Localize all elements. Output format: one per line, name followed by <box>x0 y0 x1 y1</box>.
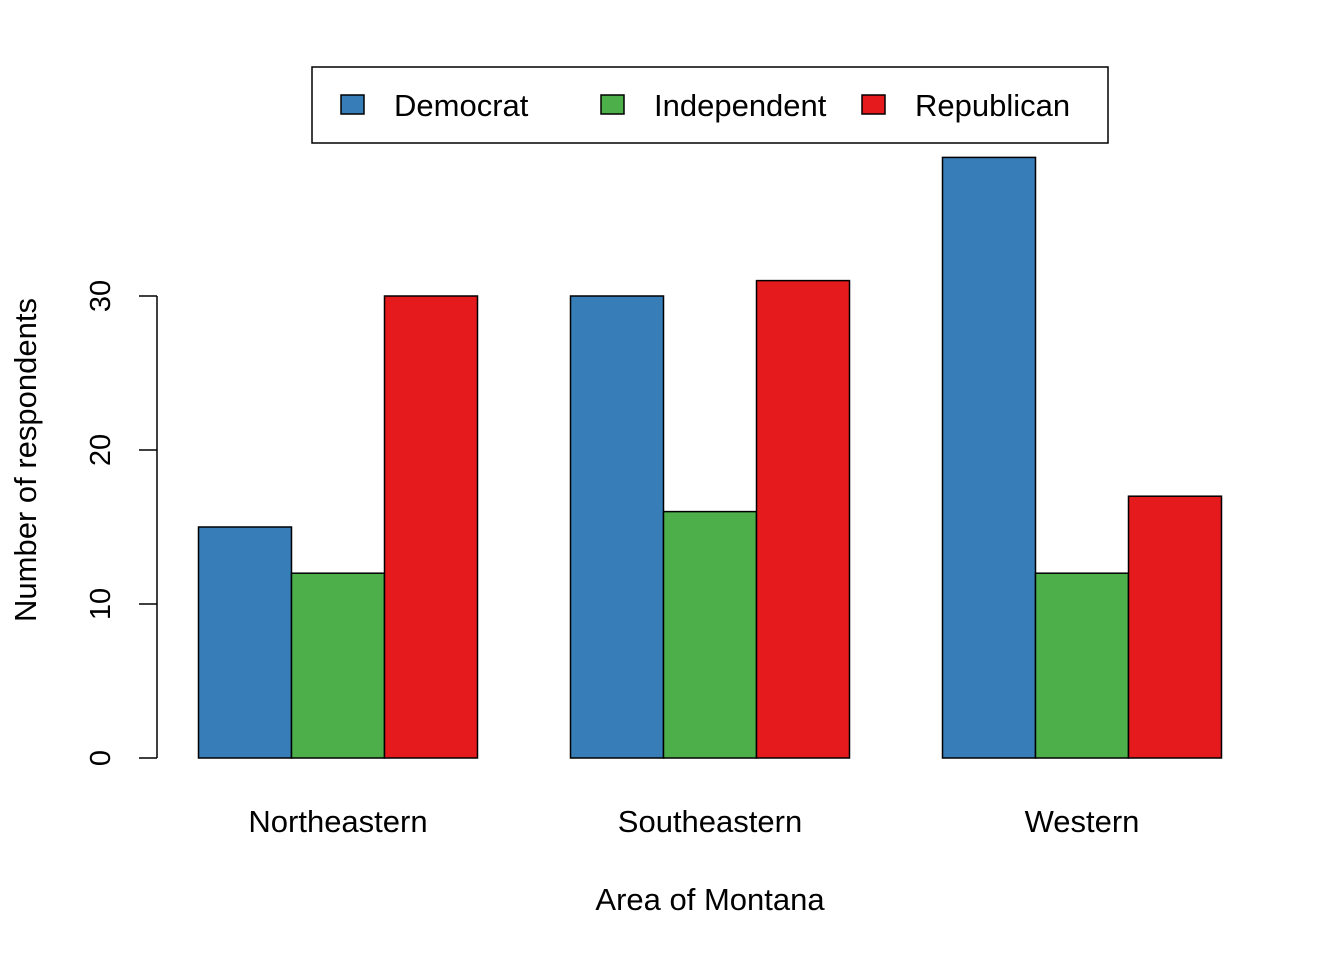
x-axis-label: Area of Montana <box>595 882 825 917</box>
bar-republican-southeastern <box>755 279 851 759</box>
y-tick-label: 10 <box>85 588 117 620</box>
bars <box>197 156 1223 759</box>
bar-independent-northeastern <box>290 572 386 759</box>
bar-independent-southeastern <box>662 510 758 759</box>
bar-democrat-western <box>941 156 1037 759</box>
bar-democrat-southeastern <box>569 295 665 759</box>
legend-swatch-independent <box>600 94 625 115</box>
bar-independent-western <box>1034 572 1130 759</box>
y-tick-label: 0 <box>85 750 117 766</box>
legend-swatch-republican <box>861 94 886 115</box>
legend-label-independent: Independent <box>654 88 827 123</box>
bar-republican-western <box>1127 495 1223 759</box>
legend: Democrat Independent Republican <box>311 66 1109 144</box>
y-tick-label: 20 <box>85 434 117 466</box>
x-tick-label: Southeastern <box>618 804 802 839</box>
y-tick-label: 30 <box>85 280 117 312</box>
legend-swatch-democrat <box>340 94 365 115</box>
y-axis: 0 10 20 30 <box>85 280 158 766</box>
x-tick-label: Northeastern <box>248 804 427 839</box>
legend-label-republican: Republican <box>915 88 1070 123</box>
bar-republican-northeastern <box>383 295 479 759</box>
x-axis: Northeastern Southeastern Western <box>248 804 1139 839</box>
x-tick-label: Western <box>1025 804 1140 839</box>
legend-label-democrat: Democrat <box>394 88 529 123</box>
bar-democrat-northeastern <box>197 526 293 759</box>
legend-box <box>311 66 1109 144</box>
y-axis-label: Number of respondents <box>8 298 43 622</box>
